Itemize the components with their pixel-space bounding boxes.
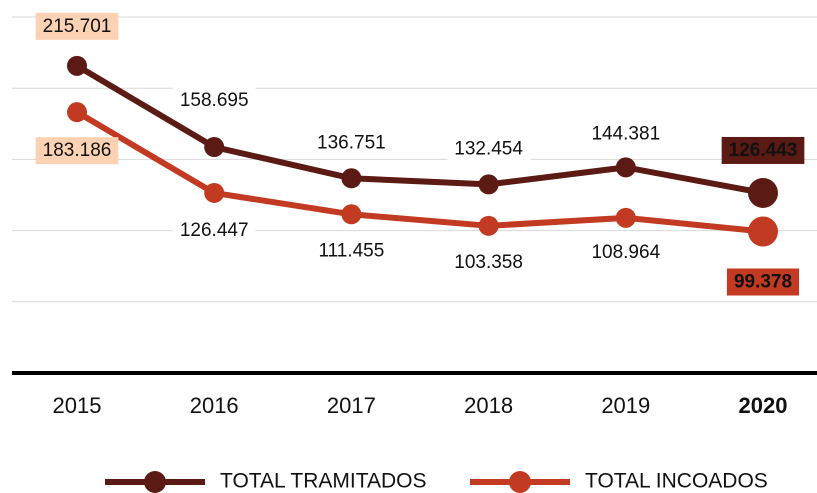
value-label: 132.454 xyxy=(454,138,523,159)
x-tick-label: 2017 xyxy=(327,393,376,418)
label-bg xyxy=(35,12,119,40)
data-label: 126.443 xyxy=(721,136,805,164)
x-tick-label: 2018 xyxy=(464,393,513,418)
value-label: 103.358 xyxy=(454,252,523,273)
label-bg xyxy=(584,120,668,148)
series-line xyxy=(75,63,764,196)
legend-label: TOTAL INCOADOS xyxy=(585,470,768,493)
point xyxy=(615,207,636,228)
value-label: 126.447 xyxy=(180,220,249,241)
legend-label: TOTAL TRAMITADOS xyxy=(220,470,427,493)
value-label: 126.443 xyxy=(729,140,798,161)
value-label: 108.964 xyxy=(591,242,660,263)
value-label: 136.751 xyxy=(317,132,386,153)
value-label: 111.455 xyxy=(318,240,384,261)
data-label: 132.454 xyxy=(447,135,531,163)
data-label: 215.701 xyxy=(35,12,119,40)
data-label: 111.455 xyxy=(311,237,392,265)
point xyxy=(204,137,225,158)
value-label: 158.695 xyxy=(180,90,249,111)
point xyxy=(615,157,636,178)
point xyxy=(478,174,499,195)
label-bg xyxy=(172,216,256,244)
point xyxy=(67,102,87,123)
data-label: 136.751 xyxy=(310,129,393,157)
data-label: 108.964 xyxy=(584,238,668,266)
point xyxy=(478,215,499,236)
legend-marker xyxy=(144,471,166,493)
label-bg xyxy=(721,136,805,164)
point xyxy=(67,55,87,76)
data-label: 144.381 xyxy=(584,120,668,148)
label-bg xyxy=(311,237,392,265)
label-bg xyxy=(310,129,393,157)
point xyxy=(748,177,778,208)
point xyxy=(748,216,778,247)
label-bg xyxy=(447,135,531,163)
value-label: 215.701 xyxy=(43,16,112,37)
point xyxy=(204,182,225,203)
label-bg xyxy=(172,87,256,115)
label-bg xyxy=(35,137,119,165)
data-label: 183.186 xyxy=(35,137,119,165)
label-bg xyxy=(584,238,668,266)
data-label: 158.695 xyxy=(172,87,256,115)
legend-marker xyxy=(509,471,531,493)
data-label: 103.358 xyxy=(447,248,530,276)
point xyxy=(341,168,362,189)
x-tick-label: 2020 xyxy=(739,393,788,418)
value-label: 183.186 xyxy=(43,140,112,161)
series-line xyxy=(75,109,764,235)
value-label: 144.381 xyxy=(591,123,660,144)
label-bg xyxy=(447,248,530,276)
x-tick-label: 2019 xyxy=(601,393,650,418)
data-label: 99.378 xyxy=(726,268,800,296)
value-label: 99.378 xyxy=(734,272,792,293)
x-tick-label: 2015 xyxy=(53,393,102,418)
point xyxy=(341,204,362,225)
label-bg xyxy=(726,268,800,296)
data-label: 126.447 xyxy=(172,216,256,244)
x-tick-label: 2016 xyxy=(190,393,239,418)
